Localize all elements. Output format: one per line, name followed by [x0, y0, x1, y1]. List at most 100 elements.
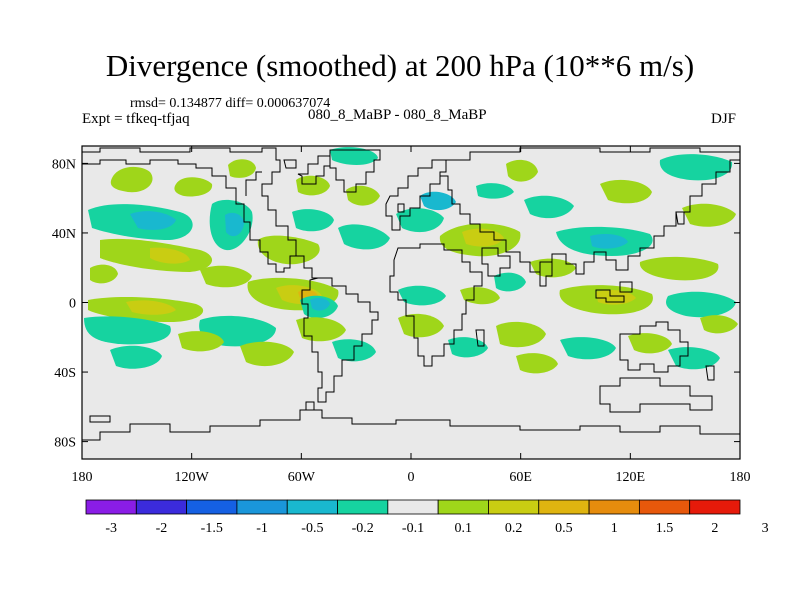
x-tick-label: 180 — [730, 470, 751, 485]
field-blob — [310, 297, 330, 311]
coastline-south-america — [301, 277, 379, 403]
field-blob — [516, 353, 558, 374]
coastline-india — [539, 261, 553, 287]
field-blob — [330, 147, 378, 165]
colorbar-label: 3 — [762, 521, 769, 536]
colorbar-label: 1 — [611, 521, 618, 536]
colorbar-label: -0.1 — [402, 521, 424, 536]
colorbar-swatch — [638, 499, 691, 515]
field-blob — [659, 154, 733, 181]
x-tick-label: 60E — [509, 470, 532, 485]
case-label: 080_8_MaBP - 080_8_MaBP — [308, 107, 487, 123]
colorbar-swatch — [236, 499, 288, 515]
field-blob — [110, 166, 153, 193]
coastline-uk — [397, 203, 405, 213]
colorbar-label: 1.5 — [656, 521, 674, 536]
y-tick-label: 0 — [69, 297, 76, 312]
coastline-indonesia — [595, 289, 625, 303]
y-tick-label: 80S — [54, 436, 76, 451]
x-tick-label: 0 — [408, 470, 415, 485]
colorbar-label: -1.5 — [201, 521, 223, 536]
y-tick-label: 80N — [52, 157, 76, 172]
colorbar-label: 0.5 — [555, 521, 573, 536]
field-blob — [130, 211, 176, 230]
field-blob — [296, 317, 346, 342]
field-blob — [506, 159, 538, 182]
colorbar-swatch — [588, 499, 640, 515]
colorbar-label: 0.2 — [505, 521, 523, 536]
coastline-greenland — [329, 149, 381, 193]
field-blob — [346, 185, 380, 206]
field-blob — [126, 300, 176, 315]
coastline-antarctica — [82, 409, 740, 441]
field-blob — [628, 333, 672, 354]
y-tick-label: 40N — [52, 227, 76, 242]
colorbar-swatch — [538, 499, 590, 515]
colorbar-swatch — [337, 499, 389, 515]
y-axis-ticks: 80N 40N 0 40S 80S — [52, 157, 740, 451]
coastline-baffin — [297, 155, 331, 185]
field-blob — [700, 315, 738, 334]
field-blob — [292, 209, 334, 232]
field-blob — [639, 256, 719, 281]
colorbar-label: -0.5 — [301, 521, 323, 536]
x-tick-label: 120W — [175, 470, 210, 485]
colorbar-label: -2 — [156, 521, 168, 536]
colorbar-swatch — [186, 499, 238, 515]
coastline-borneo — [619, 281, 633, 293]
field-blob — [590, 234, 628, 249]
coastline-antarctic-peninsula — [300, 401, 315, 411]
x-axis-ticks: 180 120W 60W 0 60E 120E 180 — [72, 146, 751, 485]
colorbar-swatch — [387, 499, 439, 515]
field-blob — [494, 272, 526, 292]
field-blob — [228, 159, 256, 178]
colorbar-label: 2 — [711, 521, 718, 536]
field-blob — [84, 316, 171, 345]
field-blob — [530, 258, 576, 278]
y-tick-label: 40S — [54, 366, 76, 381]
coastline-alaska-coast — [245, 171, 262, 196]
field-blob — [110, 345, 162, 369]
season-label: DJF — [711, 111, 737, 127]
coastline-asia — [440, 147, 740, 275]
field-blob — [90, 264, 118, 284]
colorbar-label: -1 — [256, 521, 268, 536]
field-blob — [296, 175, 330, 196]
field-blob — [178, 331, 224, 352]
field-blob — [398, 313, 444, 338]
field-blob — [668, 347, 720, 370]
colorbar-swatch — [85, 499, 137, 515]
coastline-arctic-islands — [283, 159, 297, 169]
coastline-new-zealand — [705, 365, 715, 381]
field-blob — [150, 247, 190, 264]
field-blob — [600, 179, 652, 204]
field-blob — [398, 285, 446, 306]
coastline-australia — [619, 321, 689, 373]
field-blob — [225, 212, 244, 237]
stats-line: rmsd= 0.134877 diff= 0.000637074 — [130, 96, 331, 111]
coastline-ross-shelf — [89, 415, 111, 423]
coastline-arabia — [481, 247, 511, 277]
colorbar-swatch — [135, 499, 188, 515]
field-blob — [560, 337, 616, 360]
coastlines — [82, 147, 740, 441]
field-blob — [200, 265, 252, 288]
field-blob — [524, 195, 574, 219]
colorbar-label: -3 — [105, 521, 117, 536]
colorbar-swatch — [286, 499, 338, 515]
divergence-field — [84, 147, 738, 374]
colorbar-swatch — [488, 499, 540, 515]
field-blob — [476, 183, 514, 199]
coastline-europe — [385, 159, 447, 231]
colorbar-swatch — [437, 499, 489, 515]
colorbar-label: -0.2 — [352, 521, 374, 536]
field-blob — [174, 177, 213, 197]
x-tick-label: 120E — [616, 470, 646, 485]
field-blob — [682, 203, 736, 227]
field-blob — [396, 208, 444, 233]
coastline-africa — [389, 243, 483, 367]
colorbar: -3 -2 -1.5 -1 -0.5 -0.2 -0.1 0.1 0.2 0.5 1 1.5 2 3 — [85, 499, 769, 536]
field-blob — [338, 224, 390, 250]
coastline-madagascar — [475, 329, 485, 347]
